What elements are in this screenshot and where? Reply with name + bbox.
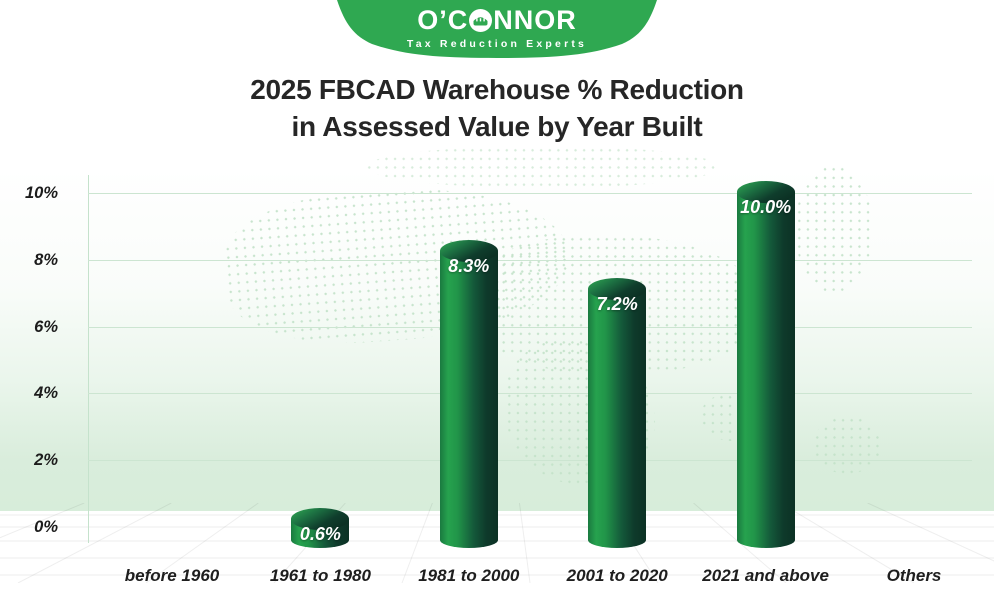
y-axis-tick-label: 10% [24,184,58,202]
x-axis-category-label: Others [886,566,942,585]
bar-cylinder-top [588,278,647,301]
bar-cylinder-top [291,508,350,531]
brand-tagline: Tax Reduction Experts [406,38,588,50]
brand-wordmark: O’C NNOR [417,7,577,34]
gridline [88,193,972,194]
world-map-dots [365,146,720,188]
bar-cylinder-body [439,251,498,548]
page-title: 2025 FBCAD Warehouse % Reduction in Asse… [0,72,994,146]
title-line-1: 2025 FBCAD Warehouse % Reduction [250,74,744,105]
bar-value-label: 8.3% [448,256,490,277]
brand-text-suffix: NNOR [493,5,577,35]
bar-cylinder: 0.6% [291,508,350,548]
bar-cylinder: 7.2% [588,278,647,548]
home-tape-icon [469,9,493,32]
x-axis-category-label: 1961 to 1980 [269,566,371,585]
y-axis-tick-label: 0% [34,518,58,536]
gridline [88,326,972,328]
world-map-dots [795,165,873,293]
x-axis-category-label: 2021 and above [702,566,829,585]
gridline [88,460,972,462]
y-axis-line [88,175,89,543]
logo-badge: O’C NNOR Tax Reduction Experts [336,0,658,58]
brand-text-prefix: O’C [417,5,469,35]
gridline [88,259,972,261]
bar-cylinder: 8.3% [439,240,498,548]
world-map-dots [813,416,881,474]
gridline [88,393,972,395]
bar-value-label: 10.0% [740,197,792,217]
bar-value-label: 7.2% [596,294,638,315]
bar-cylinder: 10.0% [736,181,795,548]
bar-value-label: 0.6% [299,524,341,545]
y-axis-tick-label: 8% [34,250,58,269]
bar-cylinder-body [588,289,647,548]
bar-cylinder-top [439,240,498,263]
y-axis-tick-label: 2% [34,451,58,470]
y-axis-tick-label: 6% [34,317,58,336]
bar-cylinder-top [736,181,795,203]
title-line-2: in Assessed Value by Year Built [291,110,703,142]
x-axis-category-label: 2001 to 2020 [566,566,668,585]
bar-cylinder-body [736,192,795,548]
y-axis-tick-label: 4% [34,384,58,403]
ribbon-shape [337,0,657,58]
x-axis-category-label: 1981 to 2000 [418,566,520,585]
x-axis-category-label: before 1960 [124,566,220,585]
